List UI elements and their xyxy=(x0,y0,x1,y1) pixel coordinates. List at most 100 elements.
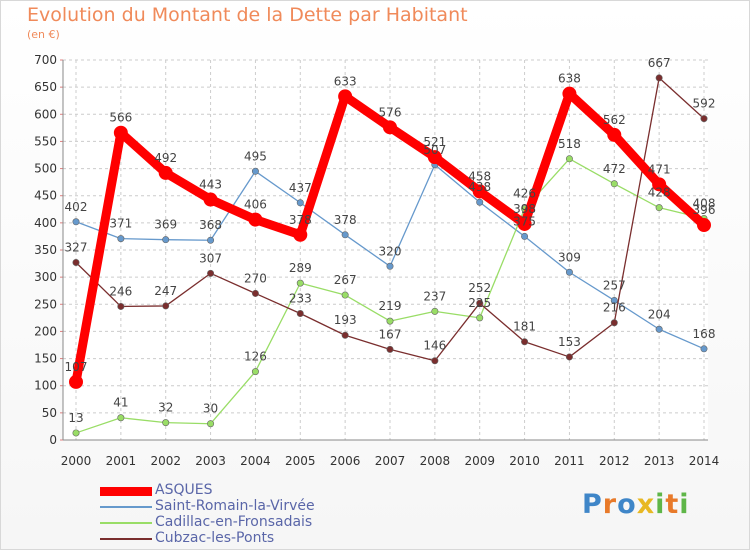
data-point xyxy=(72,429,80,437)
data-point xyxy=(248,212,263,227)
data-label: 667 xyxy=(648,56,671,70)
data-label: 562 xyxy=(603,113,626,127)
legend-item: Saint-Romain-la-Virvée xyxy=(100,498,400,515)
y-tick-label: 300 xyxy=(34,270,57,284)
data-point xyxy=(700,345,708,353)
data-point xyxy=(162,236,170,244)
x-tick-label: 2008 xyxy=(420,454,451,468)
data-label: 252 xyxy=(468,281,491,295)
x-tick-label: 2009 xyxy=(464,454,495,468)
data-point xyxy=(251,368,259,376)
data-point xyxy=(207,236,215,244)
data-label: 270 xyxy=(244,271,267,285)
data-label: 146 xyxy=(423,339,446,353)
data-point xyxy=(476,299,484,307)
data-label: 246 xyxy=(109,284,132,298)
data-label: 13 xyxy=(68,411,83,425)
data-point xyxy=(207,269,215,277)
data-label: 204 xyxy=(648,307,671,321)
x-tick-label: 2000 xyxy=(61,454,92,468)
logo-letter: i xyxy=(679,489,690,520)
data-label: 408 xyxy=(693,197,716,211)
logo-letter: t xyxy=(665,489,680,520)
data-label: 428 xyxy=(648,186,671,200)
data-point xyxy=(72,218,80,226)
data-point xyxy=(655,325,663,333)
data-point xyxy=(517,216,532,231)
data-label: 492 xyxy=(154,151,177,165)
data-label: 443 xyxy=(199,178,222,192)
x-tick-label: 2012 xyxy=(599,454,630,468)
data-label: 438 xyxy=(468,180,491,194)
data-point xyxy=(251,289,259,297)
data-point xyxy=(203,192,218,207)
data-point xyxy=(607,127,622,142)
data-label: 368 xyxy=(199,218,222,232)
data-point xyxy=(476,314,484,322)
data-point xyxy=(697,218,711,233)
data-label: 237 xyxy=(423,289,446,303)
data-label: 247 xyxy=(154,284,177,298)
data-label: 153 xyxy=(558,335,581,349)
logo-letter: o xyxy=(617,489,637,520)
data-label: 168 xyxy=(693,327,716,341)
data-point xyxy=(162,302,170,310)
data-label: 518 xyxy=(558,137,581,151)
data-point xyxy=(427,150,442,165)
legend-label: Cadillac-en-Fronsadais xyxy=(155,514,313,530)
data-point xyxy=(251,167,259,175)
data-label: 267 xyxy=(334,273,357,287)
data-label: 225 xyxy=(468,296,491,310)
y-tick-label: 500 xyxy=(34,162,57,176)
data-point xyxy=(610,296,618,304)
x-tick-label: 2001 xyxy=(106,454,137,468)
data-point xyxy=(69,374,83,389)
x-tick-label: 2007 xyxy=(375,454,406,468)
data-point xyxy=(117,414,125,422)
data-point xyxy=(117,302,125,310)
data-point xyxy=(431,357,439,365)
data-label: 458 xyxy=(468,169,491,183)
y-tick-label: 150 xyxy=(34,352,57,366)
logo-letter: r xyxy=(602,489,618,520)
data-label: 41 xyxy=(113,396,128,410)
data-label: 375 xyxy=(513,214,536,228)
data-label: 327 xyxy=(65,240,88,254)
y-tick-label: 50 xyxy=(42,406,57,420)
data-label: 521 xyxy=(423,135,446,149)
x-tick-label: 2002 xyxy=(150,454,181,468)
data-label: 181 xyxy=(513,320,536,334)
legend: ASQUES Saint-Romain-la-Virvée Cadillac-en-… xyxy=(100,482,400,547)
chart-title: Evolution du Montant de la Dette par Hab… xyxy=(27,4,468,26)
data-point xyxy=(293,227,308,242)
data-point xyxy=(521,338,529,346)
data-label: 426 xyxy=(513,187,536,201)
legend-label: ASQUES xyxy=(155,482,213,498)
data-label: 307 xyxy=(199,251,222,265)
x-tick-label: 2006 xyxy=(330,454,361,468)
data-label: 472 xyxy=(603,162,626,176)
legend-swatch xyxy=(100,487,152,496)
y-tick-label: 350 xyxy=(34,243,57,257)
x-tick-label: 2003 xyxy=(195,454,226,468)
data-label: 126 xyxy=(244,350,267,364)
data-label: 566 xyxy=(109,111,132,125)
data-label: 167 xyxy=(379,327,402,341)
data-label: 320 xyxy=(379,244,402,258)
x-tick-label: 2013 xyxy=(644,454,675,468)
data-point xyxy=(296,199,304,207)
x-tick-label: 2014 xyxy=(689,454,720,468)
legend-swatch xyxy=(100,506,152,508)
data-point xyxy=(341,231,349,239)
data-label: 633 xyxy=(334,74,357,88)
data-label: 32 xyxy=(158,401,173,415)
series-lines xyxy=(69,74,711,437)
legend-label: Saint-Romain-la-Virvée xyxy=(155,498,315,514)
x-tick-label: 2010 xyxy=(509,454,540,468)
data-point xyxy=(431,307,439,315)
data-point xyxy=(296,279,304,287)
logo-letter: x xyxy=(636,489,656,520)
data-point xyxy=(655,204,663,212)
data-point xyxy=(113,125,128,140)
data-point xyxy=(207,420,215,428)
